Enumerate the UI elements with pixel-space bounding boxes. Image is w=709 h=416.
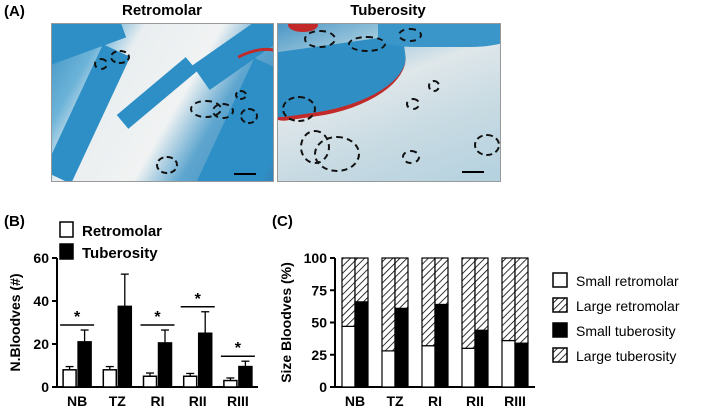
stacked-bar-c [394, 257, 409, 309]
x-tick-label-b: RII [189, 393, 207, 409]
stacked-bar-c [461, 347, 476, 388]
stacked-bar-c [474, 257, 489, 331]
stacked-bar-c [434, 257, 449, 306]
bar-b [238, 365, 253, 388]
stacked-bar-c [354, 301, 369, 388]
bar-b [77, 341, 92, 388]
panel-c-label: (C) [272, 213, 293, 230]
tuberosity-title: Tuberosity [350, 2, 426, 19]
x-tick-label-c: TZ [386, 393, 404, 409]
y-tick-label-b: 40 [33, 293, 49, 309]
bar-b [197, 332, 213, 388]
legend-swatch-b [59, 243, 74, 260]
y-tick-label-c: 50 [311, 315, 327, 331]
y-tick-label-b: 0 [41, 379, 49, 395]
x-tick-label-c: RII [466, 393, 484, 409]
legend-label-c: Large retromolar [576, 298, 680, 314]
y-tick-label-c: 25 [311, 347, 327, 363]
x-tick-label-b: NB [67, 393, 87, 409]
legend-swatch-c [552, 347, 568, 363]
stacked-bar-c [501, 339, 516, 388]
y-tick-label-b: 20 [33, 336, 49, 352]
stacked-bar-c [501, 257, 516, 342]
tuberosity-histology-image [277, 23, 501, 182]
scale-bar-2 [462, 171, 484, 173]
bar-b [223, 379, 238, 388]
legend-label-c: Large tuberosity [576, 348, 676, 364]
x-tick-label-c: RI [428, 393, 442, 409]
bar-b [142, 375, 158, 388]
significance-star-b: * [154, 309, 161, 326]
bar-b [62, 369, 77, 388]
stacked-bar-c [341, 257, 356, 327]
stacked-bar-c [394, 307, 409, 388]
y-tick-label-c: 75 [311, 282, 327, 298]
x-tick-label-b: RI [151, 393, 165, 409]
x-tick-label-b: RIII [227, 393, 249, 409]
stacked-bar-c [461, 257, 476, 349]
stacked-bar-c [421, 257, 436, 347]
legend-label-b: Retromolar [82, 223, 162, 240]
panel-b-label: (B) [4, 213, 25, 230]
legend-label-b: Tuberosity [82, 245, 158, 262]
significance-star-b: * [235, 340, 242, 357]
stacked-bar-c [341, 325, 356, 388]
retromolar-title: Retromolar [121, 2, 203, 19]
legend-label-c: Small tuberosity [576, 323, 676, 339]
legend-label-c: Small retromolar [576, 273, 679, 289]
significance-star-b: * [74, 309, 81, 326]
stacked-bar-c [474, 329, 489, 388]
y-tick-label-b: 60 [33, 250, 49, 266]
bar-b [182, 375, 198, 388]
legend-swatch-c [552, 297, 568, 313]
y-axis-label-b: N.Bloodves (#) [7, 273, 23, 371]
x-tick-label-c: NB [345, 393, 365, 409]
stacked-bar-c [381, 257, 396, 352]
bar-b [157, 342, 173, 388]
y-tick-label-c: 100 [304, 250, 328, 266]
significance-star-b: * [195, 291, 202, 308]
stacked-bar-c [434, 303, 449, 388]
chart-b: 0 20 40 60 N.Bloodves (#) NB TZ RI RII RIII * * * * Re… [7, 221, 258, 409]
x-tick-label-c: RIII [504, 393, 526, 409]
stacked-bar-c [354, 257, 369, 303]
legend-swatch-c [552, 322, 568, 338]
legend-swatch-b [59, 221, 74, 238]
stacked-bar-c [381, 350, 396, 388]
legend-swatch-c [552, 272, 568, 288]
y-tick-label-c: 0 [319, 379, 327, 395]
chart-c: 0 25 50 75 100 Size Bloodves (%) NB TZ RI RII RIII… [278, 250, 680, 409]
bar-b [102, 369, 118, 388]
y-axis-label-c: Size Bloodves (%) [278, 262, 294, 383]
panel-a-label: (A) [4, 3, 25, 20]
retromolar-histology-image [51, 23, 274, 182]
stacked-bar-c [514, 257, 529, 344]
stacked-bar-c [514, 342, 529, 388]
stacked-bar-c [421, 345, 436, 388]
scale-bar [234, 173, 256, 175]
x-tick-label-b: TZ [109, 393, 127, 409]
bar-b [117, 305, 133, 388]
